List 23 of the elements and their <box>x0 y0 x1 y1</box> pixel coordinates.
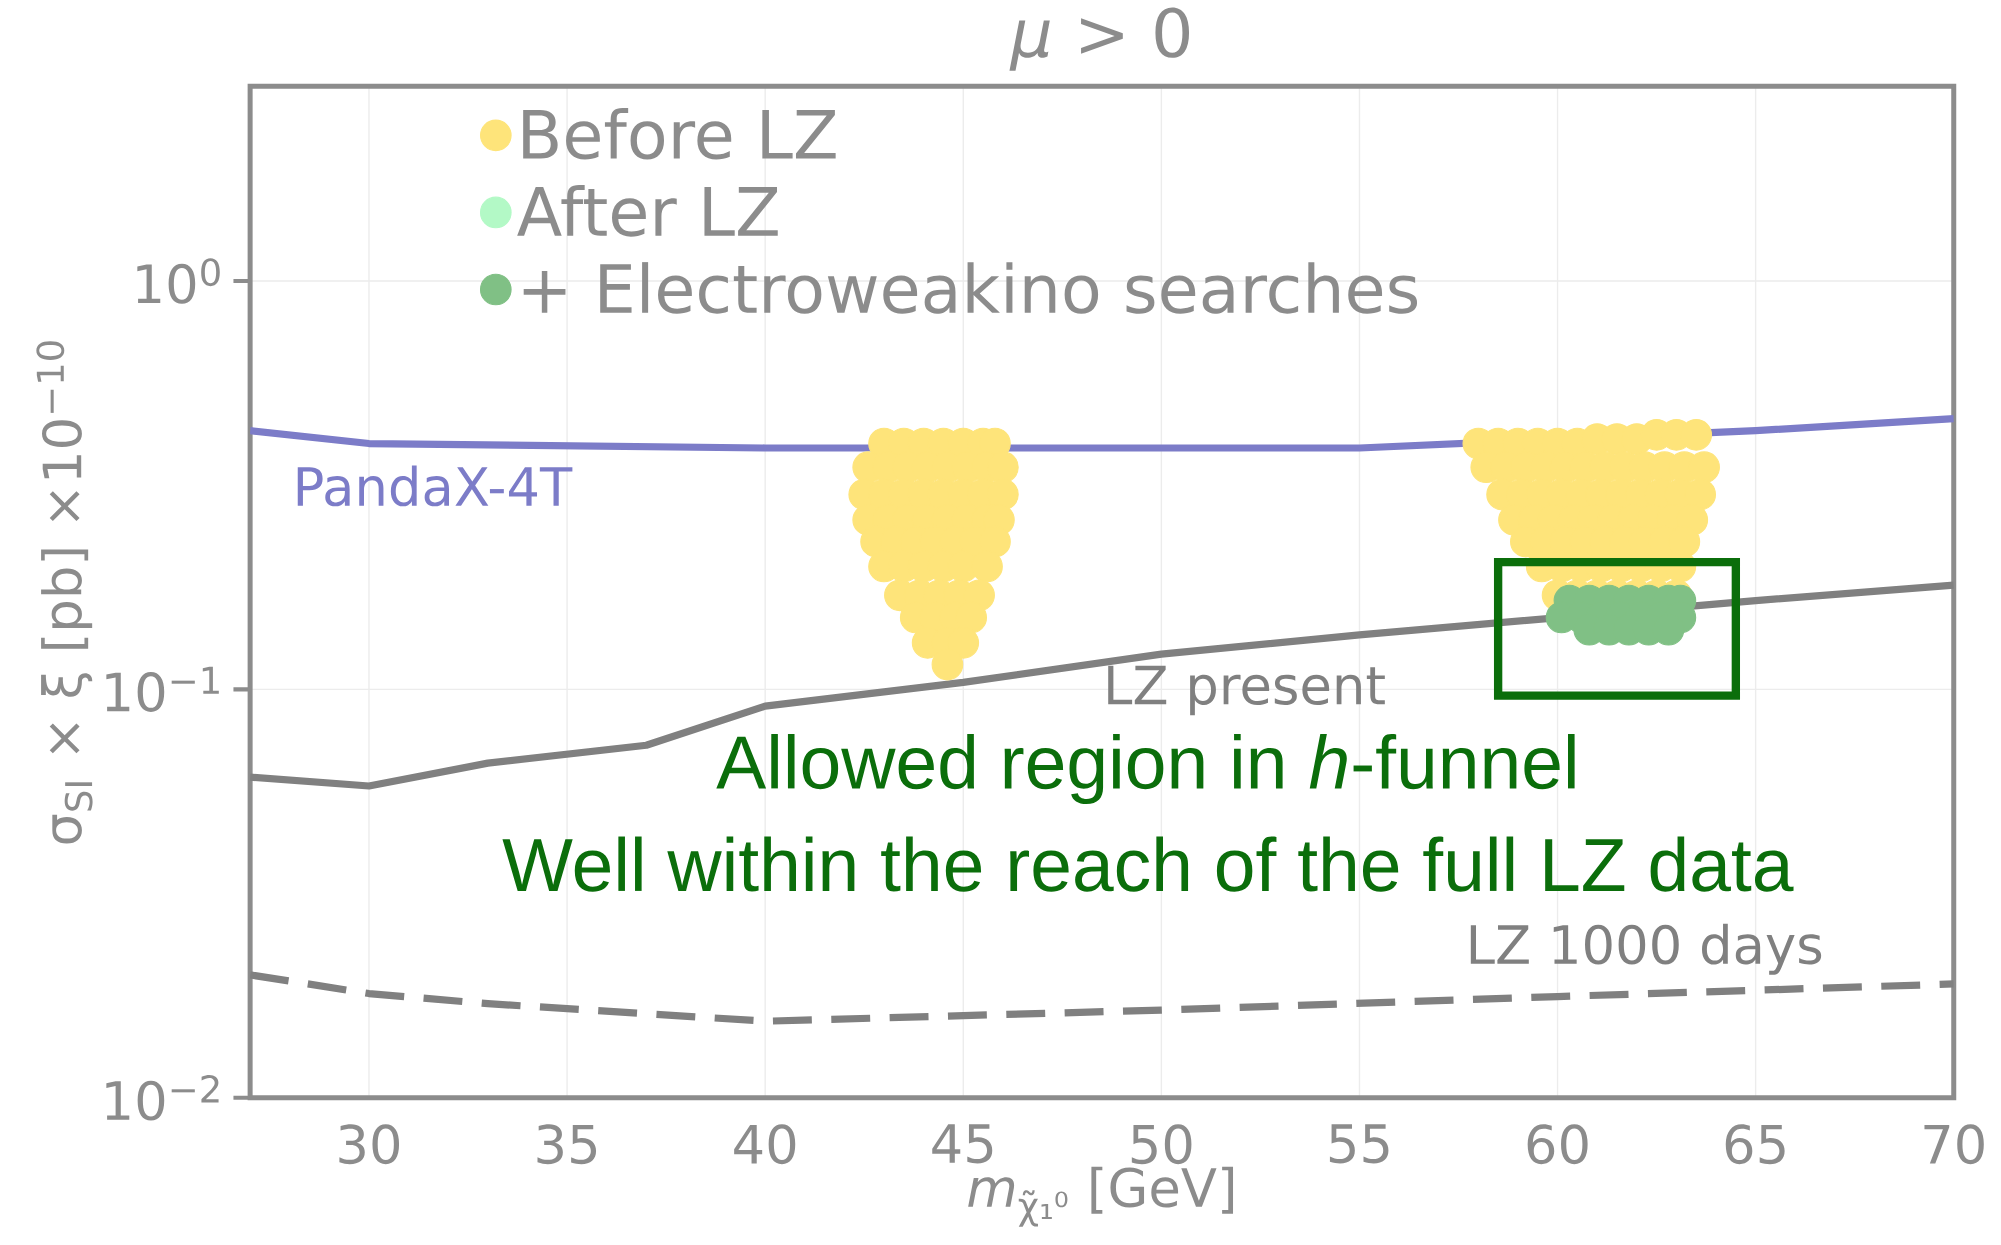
x-tick-label: 55 <box>1329 1124 1389 1164</box>
y-tick-label: 10$^{−1}$ <box>106 666 219 712</box>
x-tick-label: 35 <box>537 1124 597 1165</box>
y-tick-label: 10$^{−2}$ <box>106 1074 219 1121</box>
series-label: LZ present <box>1108 665 1385 716</box>
x-tick-label: 30 <box>339 1124 400 1165</box>
legend-label: After LZ <box>517 185 778 237</box>
chart-title: μ > 0 <box>1009 7 1190 71</box>
x-tick-label: 60 <box>1527 1124 1588 1165</box>
y-tick-label: 10$^{0}$ <box>137 258 220 304</box>
series-label: PandaX-4T <box>297 465 573 507</box>
x-axis-title: m$_{χ̃₁⁰}$ [GeV] <box>968 1166 1234 1227</box>
y-axis-title: σ$_{SI}$ × ξ [pb] ×10$^{−10}$ <box>36 341 93 844</box>
legend-label: Before LZ <box>523 107 836 160</box>
annotation: Well within the reach of the full LZ data <box>502 836 1794 892</box>
x-tick-label: 40 <box>734 1124 796 1165</box>
legend-label: + Electroweakino searches <box>523 262 1418 314</box>
x-tick-label: 45 <box>932 1124 993 1164</box>
x-tick-label: 50 <box>1131 1124 1192 1165</box>
series-label: LZ 1000 days <box>1470 923 1822 975</box>
x-tick-label: 65 <box>1725 1124 1785 1165</box>
annotation: Allowed region in h-funnel <box>716 733 1575 804</box>
x-tick-label: 70 <box>1924 1124 1984 1165</box>
